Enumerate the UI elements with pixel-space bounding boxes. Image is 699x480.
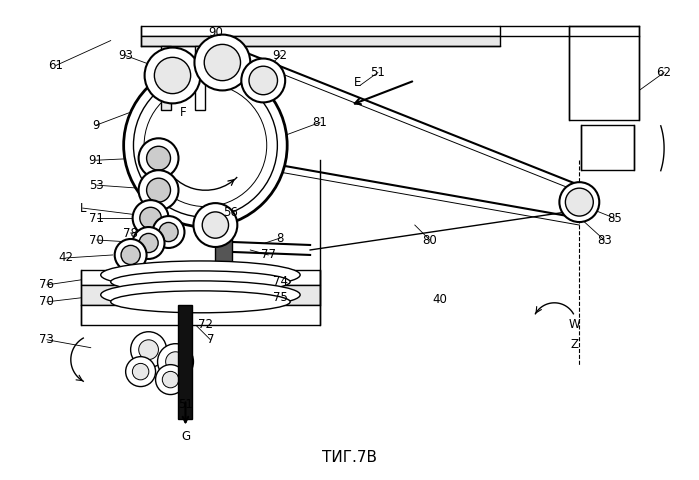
Text: 70: 70: [39, 295, 55, 308]
Text: 9: 9: [92, 119, 99, 132]
Ellipse shape: [110, 291, 290, 313]
Circle shape: [133, 200, 168, 236]
Polygon shape: [178, 305, 192, 420]
Polygon shape: [140, 25, 500, 36]
Text: 75: 75: [273, 291, 288, 304]
Circle shape: [204, 44, 240, 81]
Text: L: L: [80, 202, 86, 215]
Polygon shape: [81, 270, 320, 285]
Circle shape: [166, 352, 185, 372]
Text: 8: 8: [277, 231, 284, 244]
Circle shape: [194, 35, 250, 90]
Text: 73: 73: [39, 333, 55, 346]
Polygon shape: [582, 125, 634, 170]
Text: 78: 78: [123, 227, 138, 240]
Text: 51: 51: [178, 398, 193, 411]
Circle shape: [249, 66, 278, 95]
Circle shape: [157, 344, 194, 380]
Circle shape: [159, 222, 178, 241]
Circle shape: [152, 216, 185, 248]
Circle shape: [194, 203, 238, 247]
Text: Z: Z: [570, 338, 578, 351]
Text: W: W: [568, 318, 580, 331]
Circle shape: [124, 63, 287, 227]
Circle shape: [121, 245, 140, 264]
Polygon shape: [140, 36, 500, 46]
Text: 74: 74: [273, 276, 288, 288]
Circle shape: [145, 48, 201, 103]
Text: 83: 83: [597, 233, 612, 247]
Polygon shape: [81, 285, 320, 305]
Ellipse shape: [101, 281, 300, 309]
Circle shape: [154, 57, 191, 94]
Text: 91: 91: [88, 154, 103, 167]
Text: 93: 93: [118, 49, 133, 62]
Circle shape: [132, 363, 149, 380]
Text: ΤИГ.7В: ΤИГ.7В: [322, 450, 377, 465]
Text: 77: 77: [261, 249, 275, 262]
Circle shape: [140, 207, 161, 229]
Text: 56: 56: [223, 205, 238, 218]
Polygon shape: [81, 305, 320, 325]
Polygon shape: [570, 25, 639, 120]
Circle shape: [565, 188, 593, 216]
Circle shape: [147, 178, 171, 202]
Circle shape: [126, 357, 156, 386]
Ellipse shape: [110, 271, 290, 293]
Circle shape: [144, 84, 267, 206]
Circle shape: [138, 340, 159, 360]
Text: G: G: [181, 430, 190, 443]
Circle shape: [139, 233, 158, 252]
Circle shape: [138, 138, 178, 178]
Circle shape: [156, 365, 185, 395]
Text: 70: 70: [89, 233, 104, 247]
Text: 40: 40: [432, 293, 447, 306]
Circle shape: [241, 59, 285, 102]
Circle shape: [559, 182, 599, 222]
Text: 71: 71: [89, 212, 104, 225]
Text: 53: 53: [89, 179, 104, 192]
Circle shape: [202, 212, 229, 238]
Text: 62: 62: [656, 66, 672, 79]
Text: F: F: [180, 106, 187, 119]
Circle shape: [162, 372, 179, 388]
Circle shape: [131, 332, 166, 368]
Circle shape: [147, 146, 171, 170]
Text: 72: 72: [198, 318, 213, 331]
Text: 90: 90: [208, 26, 223, 39]
Text: 80: 80: [422, 233, 437, 247]
Text: 42: 42: [58, 252, 73, 264]
Polygon shape: [215, 225, 232, 275]
Circle shape: [115, 239, 147, 271]
Text: 7: 7: [207, 333, 214, 346]
Text: 76: 76: [39, 278, 55, 291]
Polygon shape: [196, 46, 206, 110]
Circle shape: [134, 73, 278, 217]
Circle shape: [138, 170, 178, 210]
Circle shape: [133, 227, 164, 259]
Text: 92: 92: [273, 49, 288, 62]
Text: 81: 81: [312, 116, 328, 129]
Text: 85: 85: [607, 212, 621, 225]
Ellipse shape: [101, 261, 300, 289]
Text: 61: 61: [48, 59, 64, 72]
Polygon shape: [161, 46, 171, 110]
Text: 51: 51: [370, 66, 385, 79]
Text: E: E: [354, 76, 361, 89]
